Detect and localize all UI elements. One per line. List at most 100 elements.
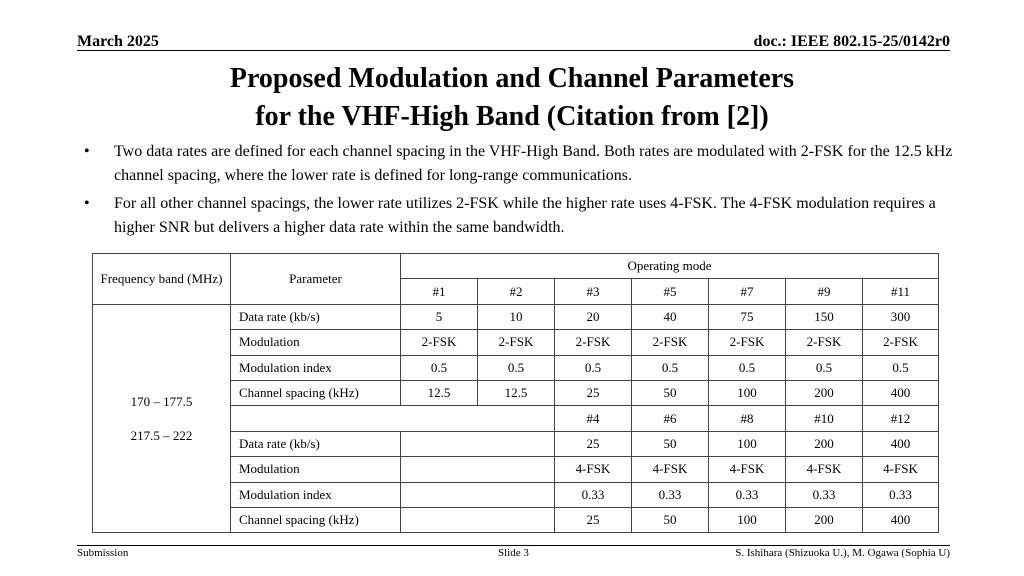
table-row: Modulation 4-FSK 4-FSK 4-FSK 4-FSK 4-FSK xyxy=(93,456,940,483)
value-cell: 25 xyxy=(554,506,632,534)
mode-header-cell: #10 xyxy=(785,405,863,432)
value-cell: 2-FSK xyxy=(861,329,940,356)
value-cell: 0.5 xyxy=(477,354,555,381)
slide-title-line-2: for the VHF-High Band (Citation from [2]… xyxy=(255,101,769,132)
value-cell: 4-FSK xyxy=(631,456,709,483)
header-date: March 2025 xyxy=(77,33,159,50)
value-cell: 2-FSK xyxy=(400,329,478,356)
parameters-table: Frequency band (MHz) Parameter Operating… xyxy=(92,252,940,534)
operating-mode-header: Operating mode xyxy=(399,252,940,280)
header-divider xyxy=(77,50,950,51)
value-cell: 25 xyxy=(554,379,632,407)
parameter-label: Modulation index xyxy=(230,481,401,508)
value-cell: 0.5 xyxy=(708,354,786,381)
value-cell: 0.33 xyxy=(554,481,632,508)
empty-cell xyxy=(400,481,555,508)
value-cell: 0.5 xyxy=(785,354,863,381)
value-cell: 400 xyxy=(861,506,940,534)
table-row: Channel spacing (kHz) 12.5 12.5 25 50 100 200 4… xyxy=(93,379,940,407)
value-cell: 40 xyxy=(631,303,709,331)
value-cell: 50 xyxy=(631,430,709,458)
header-doc-id: doc.: IEEE 802.15-25/0142r0 xyxy=(753,33,950,50)
parameter-label: Data rate (kb/s) xyxy=(230,303,401,331)
mode-header-cell: #3 xyxy=(554,278,632,305)
value-cell: 4-FSK xyxy=(861,456,940,483)
mode-header-row: #1 #2 #3 #5 #7 #9 #11 xyxy=(93,278,940,305)
empty-cell xyxy=(400,506,555,534)
bullet-text: Two data rates are defined for each chan… xyxy=(114,143,953,184)
parameter-label: Channel spacing (kHz) xyxy=(230,379,401,407)
value-cell: 4-FSK xyxy=(708,456,786,483)
value-cell: 300 xyxy=(861,303,940,331)
frequency-band-cell: 170 – 177.5 217.5 – 222 xyxy=(92,303,231,534)
empty-cell xyxy=(400,430,555,458)
value-cell: 0.5 xyxy=(631,354,709,381)
band-spacer xyxy=(96,412,227,426)
frequency-band-value: 170 – 177.5 xyxy=(130,393,193,409)
value-cell: 0.5 xyxy=(861,354,940,381)
value-cell: 0.5 xyxy=(554,354,632,381)
footer-submission: Submission xyxy=(77,547,129,559)
value-cell: 150 xyxy=(785,303,863,331)
table-row: Modulation index 0.5 0.5 0.5 0.5 0.5 0.5 0.5 xyxy=(93,354,940,381)
value-cell: 10 xyxy=(477,303,555,331)
table-row: Channel spacing (kHz) 25 50 100 200 400 xyxy=(93,506,940,534)
value-cell: 0.33 xyxy=(785,481,863,508)
value-cell: 0.33 xyxy=(861,481,940,508)
value-cell: 12.5 xyxy=(400,379,478,407)
parameter-label: Modulation xyxy=(230,329,401,356)
mode-header-cell: #6 xyxy=(631,405,709,432)
value-cell: 4-FSK xyxy=(785,456,863,483)
bullet-item: • For all other channel spacings, the lo… xyxy=(84,192,954,240)
value-cell: 100 xyxy=(708,506,786,534)
bullet-marker: • xyxy=(84,143,90,160)
parameter-label: Modulation xyxy=(230,456,401,483)
empty-cell xyxy=(400,456,555,483)
value-cell: 0.33 xyxy=(631,481,709,508)
value-cell: 100 xyxy=(708,379,786,407)
value-cell: 200 xyxy=(785,379,863,407)
value-cell: 2-FSK xyxy=(708,329,786,356)
mode-header-cell: #9 xyxy=(785,278,863,305)
value-cell: 2-FSK xyxy=(631,329,709,356)
footer-divider xyxy=(77,545,950,546)
frequency-band-value: 217.5 – 222 xyxy=(130,427,193,443)
empty-cell xyxy=(230,405,555,432)
value-cell: 2-FSK xyxy=(785,329,863,356)
value-cell: 2-FSK xyxy=(477,329,555,356)
value-cell: 5 xyxy=(400,303,478,331)
value-cell: 25 xyxy=(554,430,632,458)
value-cell: 400 xyxy=(861,430,940,458)
value-cell: 75 xyxy=(708,303,786,331)
slide-title: Proposed Modulation and Channel Paramete… xyxy=(0,60,1024,136)
bullet-text: For all other channel spacings, the lowe… xyxy=(114,195,936,236)
value-cell: 200 xyxy=(785,430,863,458)
table-header-row: Frequency band (MHz) Parameter Operating… xyxy=(92,252,940,305)
mode-header-cell: #8 xyxy=(708,405,786,432)
table-row: 170 – 177.5 217.5 – 222 Data rate (kb/s) 5 1… xyxy=(92,303,940,534)
mode-header-cell: #12 xyxy=(861,405,940,432)
value-cell: 200 xyxy=(785,506,863,534)
table-row: Data rate (kb/s) 25 50 100 200 400 xyxy=(93,430,940,458)
mode-header-cell: #5 xyxy=(631,278,709,305)
footer-slide-number: Slide 3 xyxy=(498,547,529,559)
bullet-list: • Two data rates are defined for each ch… xyxy=(84,140,954,244)
mode-header-row: #4 #6 #8 #10 #12 xyxy=(93,405,940,432)
parameter-label: Data rate (kb/s) xyxy=(230,430,401,458)
mode-header-cell: #11 xyxy=(861,278,940,305)
parameter-header: Parameter xyxy=(230,253,401,305)
value-cell: 400 xyxy=(861,379,940,407)
value-cell: 0.5 xyxy=(400,354,478,381)
bullet-marker: • xyxy=(84,195,90,212)
value-cell: 100 xyxy=(708,430,786,458)
value-cell: 2-FSK xyxy=(554,329,632,356)
table-row: Modulation 2-FSK 2-FSK 2-FSK 2-FSK 2-FSK 2-FSK… xyxy=(93,329,940,356)
parameter-label: Channel spacing (kHz) xyxy=(230,506,401,534)
mode-header-cell: #1 xyxy=(400,278,478,305)
parameter-label: Modulation index xyxy=(230,354,401,381)
mode-header-cell: #2 xyxy=(477,278,555,305)
slide-title-line-1: Proposed Modulation and Channel Paramete… xyxy=(229,63,795,94)
value-cell: 4-FSK xyxy=(554,456,632,483)
value-cell: 20 xyxy=(554,303,632,331)
mode-header-cell: #4 xyxy=(554,405,632,432)
